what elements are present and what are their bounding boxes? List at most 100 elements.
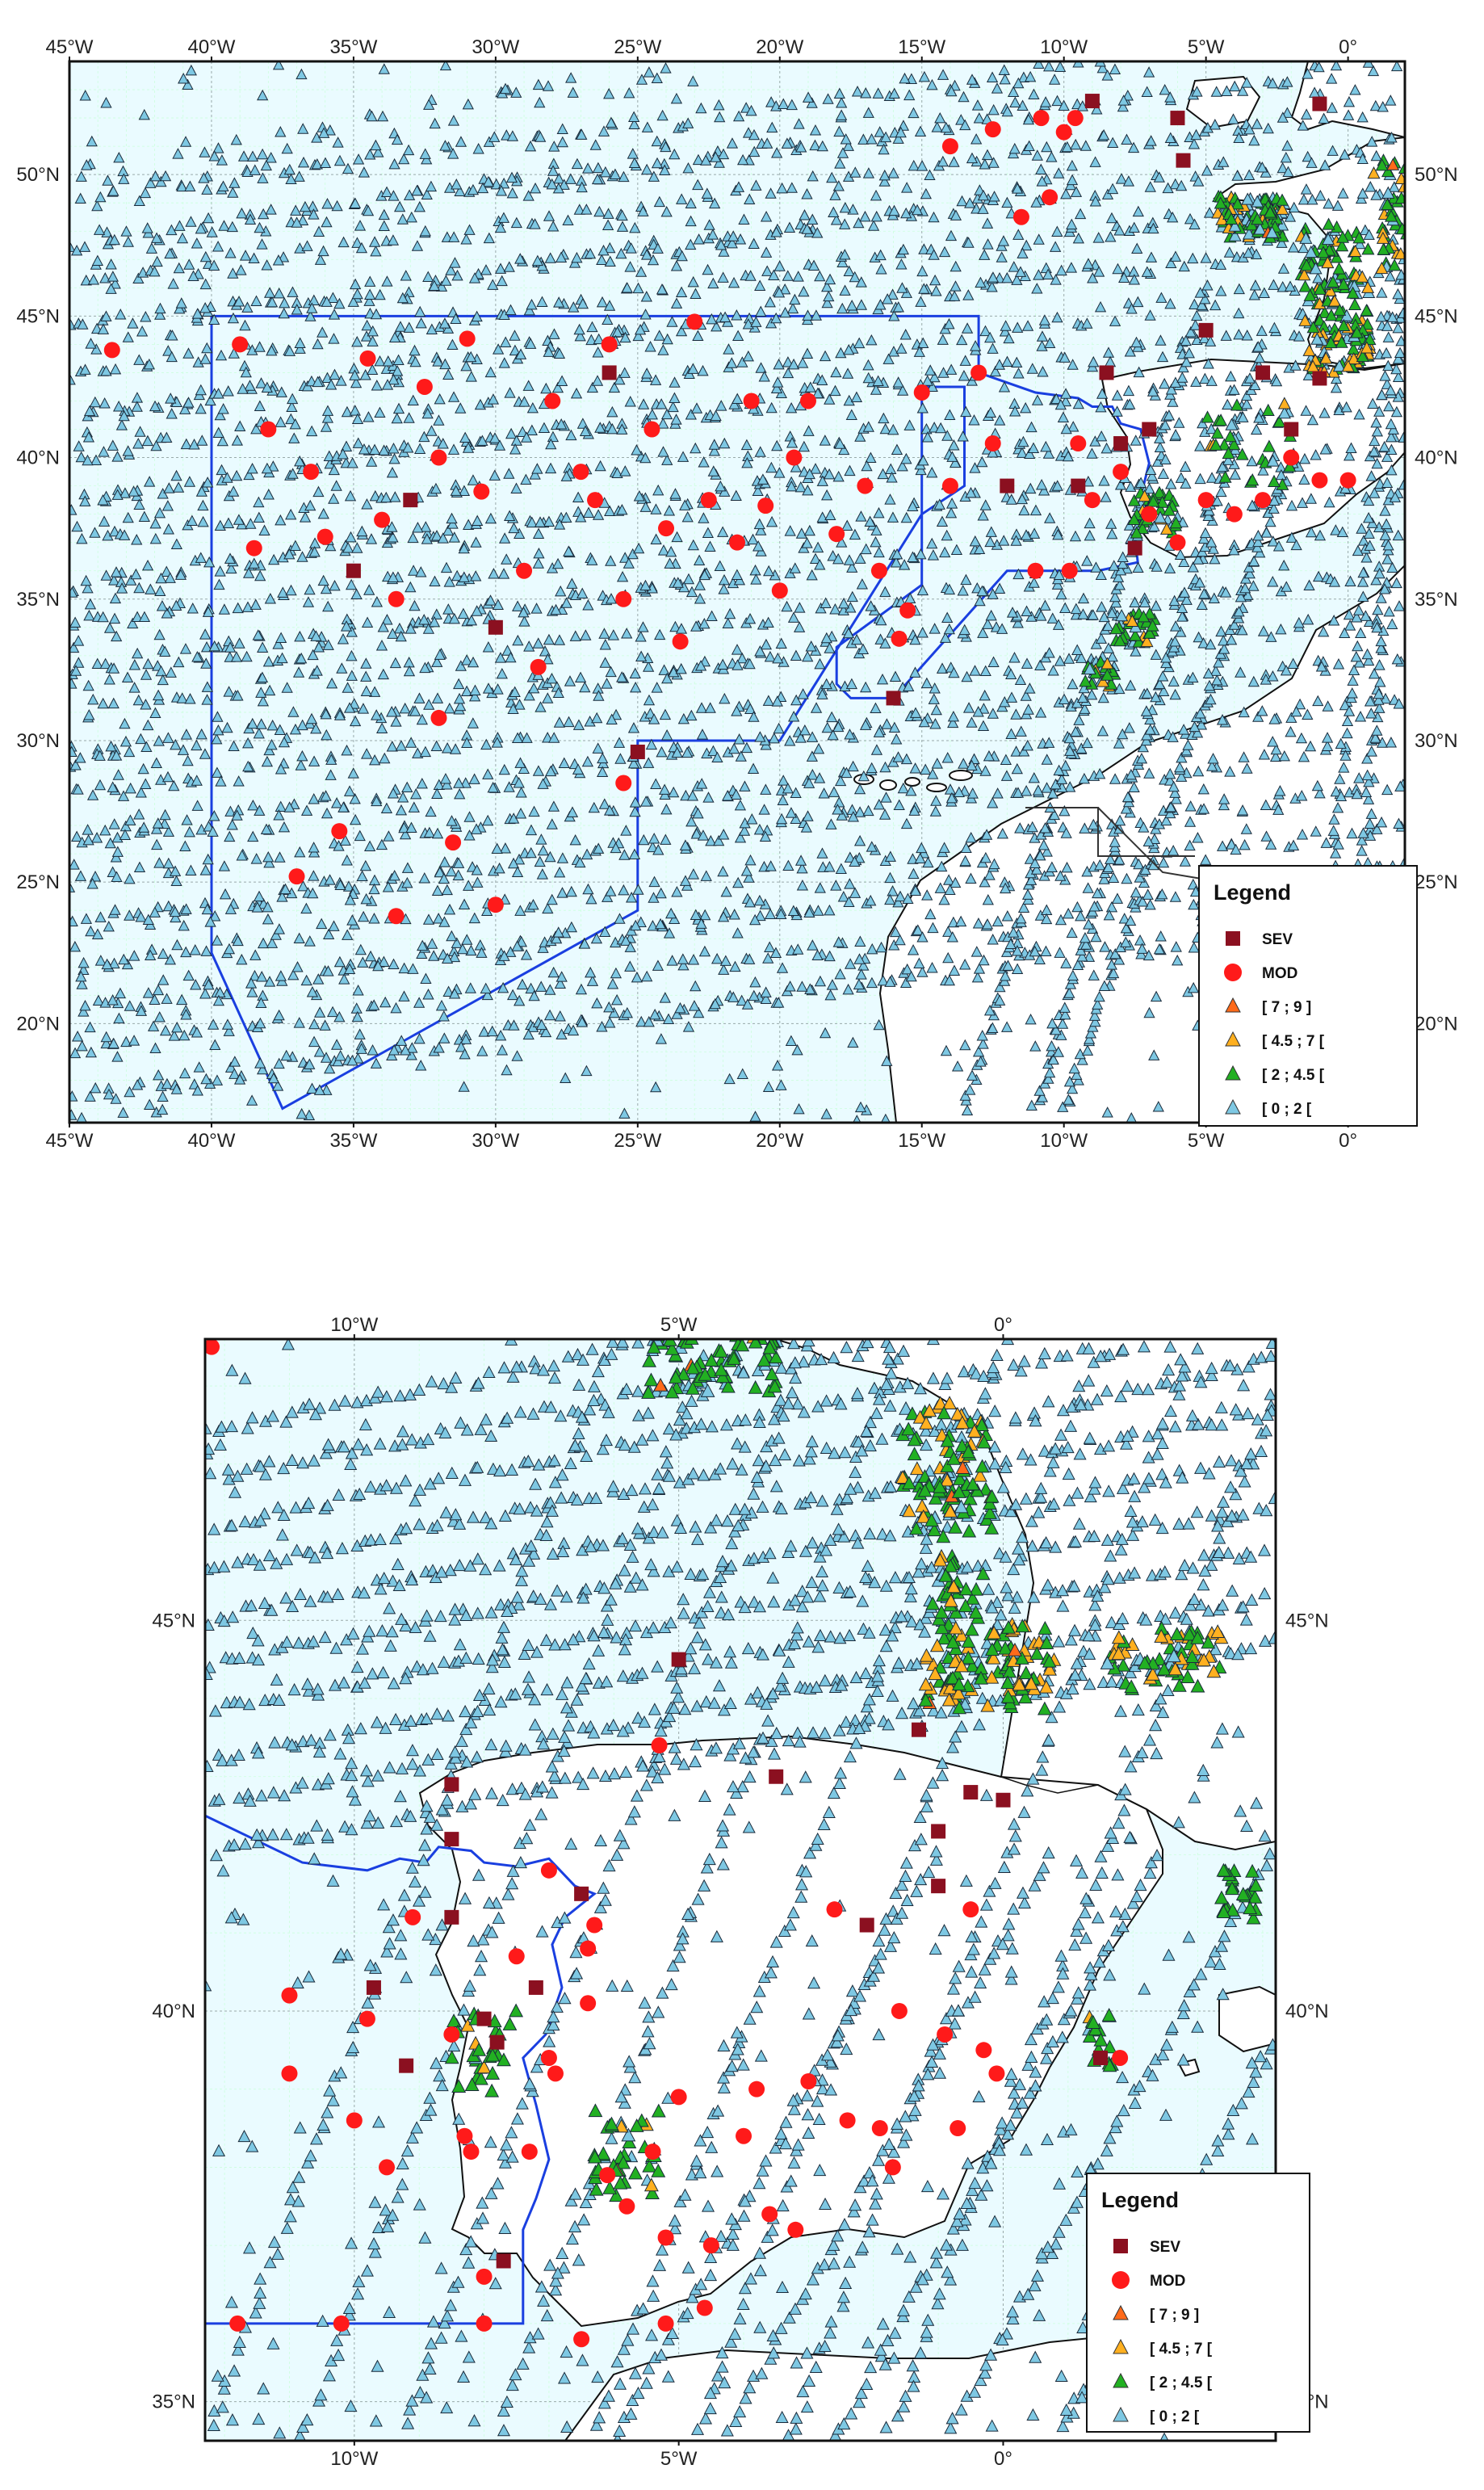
obs-0-2-triangle: [392, 402, 405, 414]
obs-0-2-triangle: [1065, 262, 1078, 273]
obs-0-2-triangle: [195, 552, 207, 563]
obs-0-2-triangle: [707, 745, 719, 757]
obs-0-2-triangle: [346, 456, 358, 468]
obs-0-2-triangle: [183, 476, 196, 487]
obs-0-2-triangle: [1012, 367, 1025, 379]
obs-0-2-triangle: [1241, 330, 1253, 341]
obs-0-2-triangle: [305, 712, 318, 724]
obs-0-2-triangle: [588, 801, 600, 813]
obs-0-2-triangle: [698, 456, 710, 468]
obs-0-2-triangle: [1051, 578, 1064, 590]
obs-0-2-triangle: [593, 205, 606, 217]
obs-0-2-triangle: [1005, 668, 1017, 680]
obs-0-2-triangle: [1377, 101, 1389, 112]
obs-0-2-triangle: [1306, 193, 1318, 205]
obs-0-2-triangle: [161, 431, 173, 443]
obs-0-2-triangle: [719, 485, 731, 497]
obs-0-2-triangle: [272, 254, 285, 266]
obs-0-2-triangle: [819, 435, 831, 446]
obs-0-2-triangle: [999, 73, 1011, 85]
obs-0-2-triangle: [1281, 76, 1293, 87]
obs-0-2-triangle: [357, 703, 370, 714]
obs-0-2-triangle: [505, 427, 518, 439]
obs-0-2-triangle: [433, 779, 445, 790]
obs-0-2-triangle: [186, 514, 198, 526]
obs-0-2-triangle: [943, 583, 956, 595]
obs-0-2-triangle: [145, 177, 157, 188]
obs-0-2-triangle: [314, 254, 327, 265]
obs-0-2-triangle: [1293, 330, 1306, 342]
obs-0-2-triangle: [355, 241, 368, 254]
obs-0-2-triangle: [909, 666, 921, 678]
obs-0-2-triangle: [391, 412, 403, 424]
obs-0-2-triangle: [1285, 531, 1298, 543]
obs-0-2-triangle: [801, 188, 813, 199]
obs-0-2-triangle: [311, 158, 323, 170]
obs-0-2-triangle: [212, 426, 224, 439]
obs-0-2-triangle: [931, 121, 943, 132]
obs-0-2-triangle: [878, 169, 891, 181]
obs-0-2-triangle: [226, 220, 239, 233]
obs-0-2-triangle: [203, 820, 215, 832]
obs-0-2-triangle: [962, 237, 975, 248]
obs-0-2-triangle: [253, 511, 265, 523]
obs-0-2-triangle: [778, 98, 790, 109]
obs-0-2-triangle: [517, 426, 529, 437]
obs-0-2-triangle: [510, 216, 522, 229]
obs-0-2-triangle: [174, 220, 186, 231]
obs-0-2-triangle: [659, 164, 671, 175]
obs-0-2-triangle: [585, 334, 597, 346]
obs-0-2-triangle: [1302, 150, 1314, 162]
obs-0-2-triangle: [306, 425, 318, 437]
obs-0-2-triangle: [982, 238, 994, 250]
obs-0-2-triangle: [400, 270, 412, 281]
obs-0-2-triangle: [321, 372, 333, 384]
obs-0-2-triangle: [790, 694, 803, 706]
obs-0-2-triangle: [1367, 65, 1380, 77]
obs-0-2-triangle: [1067, 359, 1079, 370]
obs-0-2-triangle: [956, 334, 968, 346]
obs-0-2-triangle: [1165, 478, 1177, 489]
obs-0-2-triangle: [695, 102, 707, 114]
obs-0-2-triangle: [914, 125, 927, 137]
obs-0-2-triangle: [235, 264, 247, 275]
obs-0-2-triangle: [503, 781, 515, 792]
obs-0-2-triangle: [1164, 91, 1176, 103]
obs-0-2-triangle: [375, 838, 388, 850]
obs-0-2-triangle: [412, 747, 424, 758]
obs-0-2-triangle: [133, 861, 146, 873]
obs-0-2-triangle: [832, 470, 845, 482]
obs-0-2-triangle: [360, 670, 372, 682]
obs-0-2-triangle: [881, 718, 893, 729]
obs-0-2-triangle: [185, 216, 197, 227]
obs-0-2-triangle: [888, 87, 900, 99]
obs-0-2-triangle: [887, 511, 899, 523]
obs-0-2-triangle: [1084, 517, 1096, 529]
obs-0-2-triangle: [1038, 314, 1051, 325]
obs-0-2-triangle: [656, 109, 669, 121]
obs-0-2-triangle: [319, 157, 332, 168]
obs-0-2-triangle: [510, 482, 522, 493]
obs-0-2-triangle: [294, 337, 306, 348]
obs-0-2-triangle: [916, 584, 929, 596]
obs-0-2-triangle: [619, 465, 631, 477]
obs-0-2-triangle: [202, 606, 215, 617]
obs-0-2-triangle: [604, 255, 616, 267]
obs-0-2-triangle: [532, 557, 544, 569]
obs-0-2-triangle: [463, 519, 475, 531]
obs-0-2-triangle: [659, 708, 672, 720]
obs-0-2-triangle: [928, 211, 940, 223]
obs-0-2-triangle: [761, 265, 773, 276]
obs-0-2-triangle: [1249, 279, 1262, 291]
obs-0-2-triangle: [1114, 479, 1127, 490]
obs-0-2-triangle: [191, 651, 203, 662]
obs-0-2-triangle: [873, 546, 885, 558]
obs-0-2-triangle: [1383, 605, 1395, 617]
obs-0-2-triangle: [1198, 332, 1210, 344]
obs-0-2-triangle: [494, 262, 507, 274]
obs-0-2-triangle: [124, 745, 136, 758]
obs-0-2-triangle: [669, 620, 681, 632]
obs-0-2-triangle: [419, 225, 431, 237]
obs-0-2-triangle: [1141, 687, 1153, 699]
obs-0-2-triangle: [1215, 625, 1227, 637]
